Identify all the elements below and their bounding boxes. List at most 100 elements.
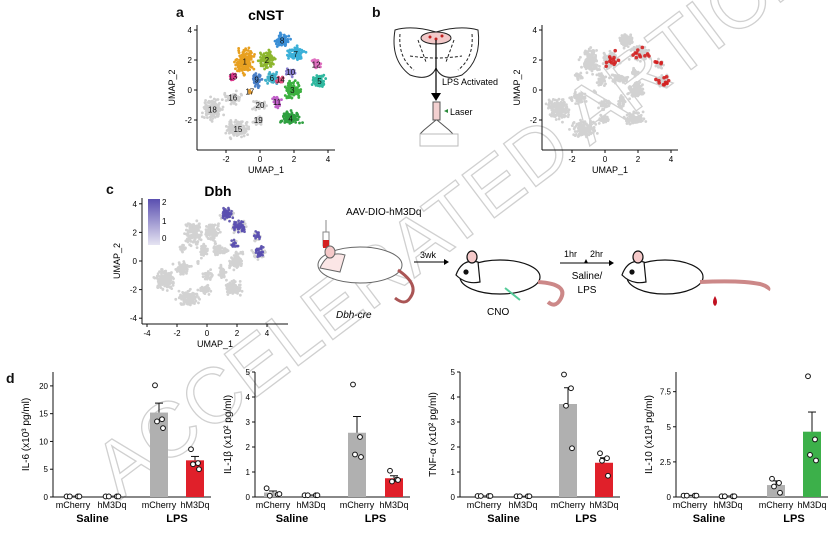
umap-point	[572, 133, 576, 137]
bar	[150, 412, 168, 497]
umap-point	[241, 62, 245, 66]
data-point	[358, 454, 364, 460]
umap-point	[628, 122, 632, 126]
umap-point	[583, 61, 587, 65]
highlighted-point	[230, 209, 233, 213]
umap-point	[216, 224, 220, 228]
umap-point	[600, 117, 604, 121]
umap-point	[292, 81, 295, 84]
umap-point	[579, 100, 583, 104]
umap-point	[598, 74, 601, 78]
umap-point	[267, 61, 271, 65]
umap-point	[244, 129, 248, 133]
highlighted-point	[616, 58, 621, 63]
umap-point	[236, 259, 239, 262]
umap-point	[196, 260, 200, 263]
umap-point	[603, 53, 607, 57]
umap-point	[249, 65, 252, 68]
bar	[595, 462, 613, 497]
umap-point	[204, 249, 207, 253]
umap-point	[179, 272, 183, 276]
umap-point	[601, 107, 605, 111]
umap-point	[219, 266, 222, 270]
umap-point	[644, 120, 648, 123]
umap-point	[640, 87, 644, 91]
umap-point	[253, 52, 256, 56]
umap-point	[627, 92, 630, 95]
umap-point	[269, 57, 273, 61]
umap-point	[209, 225, 213, 229]
highlighted-point	[232, 226, 236, 229]
umap-point	[636, 83, 640, 86]
umap-point	[230, 256, 233, 260]
umap-point	[175, 270, 179, 273]
highlighted-point	[640, 45, 645, 50]
data-point	[387, 467, 393, 474]
umap-point	[574, 133, 578, 136]
umap-point	[583, 92, 587, 96]
umap-point	[192, 226, 196, 230]
umap-point	[250, 248, 254, 252]
umap-point	[155, 274, 159, 278]
umap-point	[580, 76, 584, 80]
umap-point	[636, 70, 640, 74]
umap-point	[247, 46, 251, 50]
umap-point	[182, 261, 186, 265]
umap-point	[240, 120, 244, 124]
cluster-label: 3	[290, 86, 295, 95]
data-point	[352, 451, 358, 458]
data-point	[314, 492, 321, 499]
umap-point	[627, 58, 631, 61]
umap-point	[290, 96, 294, 100]
highlighted-point	[236, 244, 239, 248]
umap-point	[314, 79, 318, 83]
umap-point	[221, 105, 225, 109]
umap-point	[282, 42, 286, 46]
umap-point	[284, 112, 288, 115]
umap-point	[237, 46, 241, 50]
umap-point	[217, 112, 220, 116]
umap-point	[266, 66, 269, 69]
data-point	[152, 382, 158, 389]
y-tick-label: -2	[530, 116, 538, 125]
umap-point	[225, 285, 229, 288]
highlighted-point	[654, 77, 658, 82]
umap-point	[206, 116, 209, 120]
umap-point	[561, 120, 564, 124]
umap-point	[229, 130, 233, 134]
umap-point	[248, 51, 252, 55]
umap-point	[579, 94, 582, 98]
umap-point	[278, 38, 282, 42]
highlighted-point	[232, 238, 236, 242]
category-label: hM3Dq	[589, 500, 618, 510]
umap-point	[238, 293, 242, 297]
umap-point	[576, 102, 580, 105]
umap-point	[600, 74, 604, 77]
data-point	[771, 483, 777, 490]
data-point	[105, 493, 112, 500]
umap-point	[647, 48, 651, 52]
umap-point	[245, 59, 249, 63]
umap-point	[233, 260, 237, 264]
umap-point	[580, 65, 583, 69]
umap-point	[214, 251, 218, 255]
umap-point	[241, 250, 245, 254]
umap-point	[220, 270, 224, 273]
umap-point	[240, 289, 244, 293]
umap-point	[595, 81, 599, 85]
umap-point	[602, 56, 606, 59]
umap-point	[613, 81, 617, 85]
umap-point	[289, 84, 293, 87]
umap-point	[318, 84, 322, 88]
cluster-label: 18	[208, 106, 217, 115]
umap-point	[613, 77, 617, 81]
umap-point	[633, 120, 637, 124]
y-tick-label: 5	[451, 368, 456, 377]
umap-point	[229, 122, 233, 126]
umap-point	[289, 121, 293, 125]
umap-point	[189, 244, 193, 248]
umap-point	[265, 63, 269, 67]
cluster-label: 5	[317, 77, 322, 86]
umap-point	[201, 275, 205, 279]
